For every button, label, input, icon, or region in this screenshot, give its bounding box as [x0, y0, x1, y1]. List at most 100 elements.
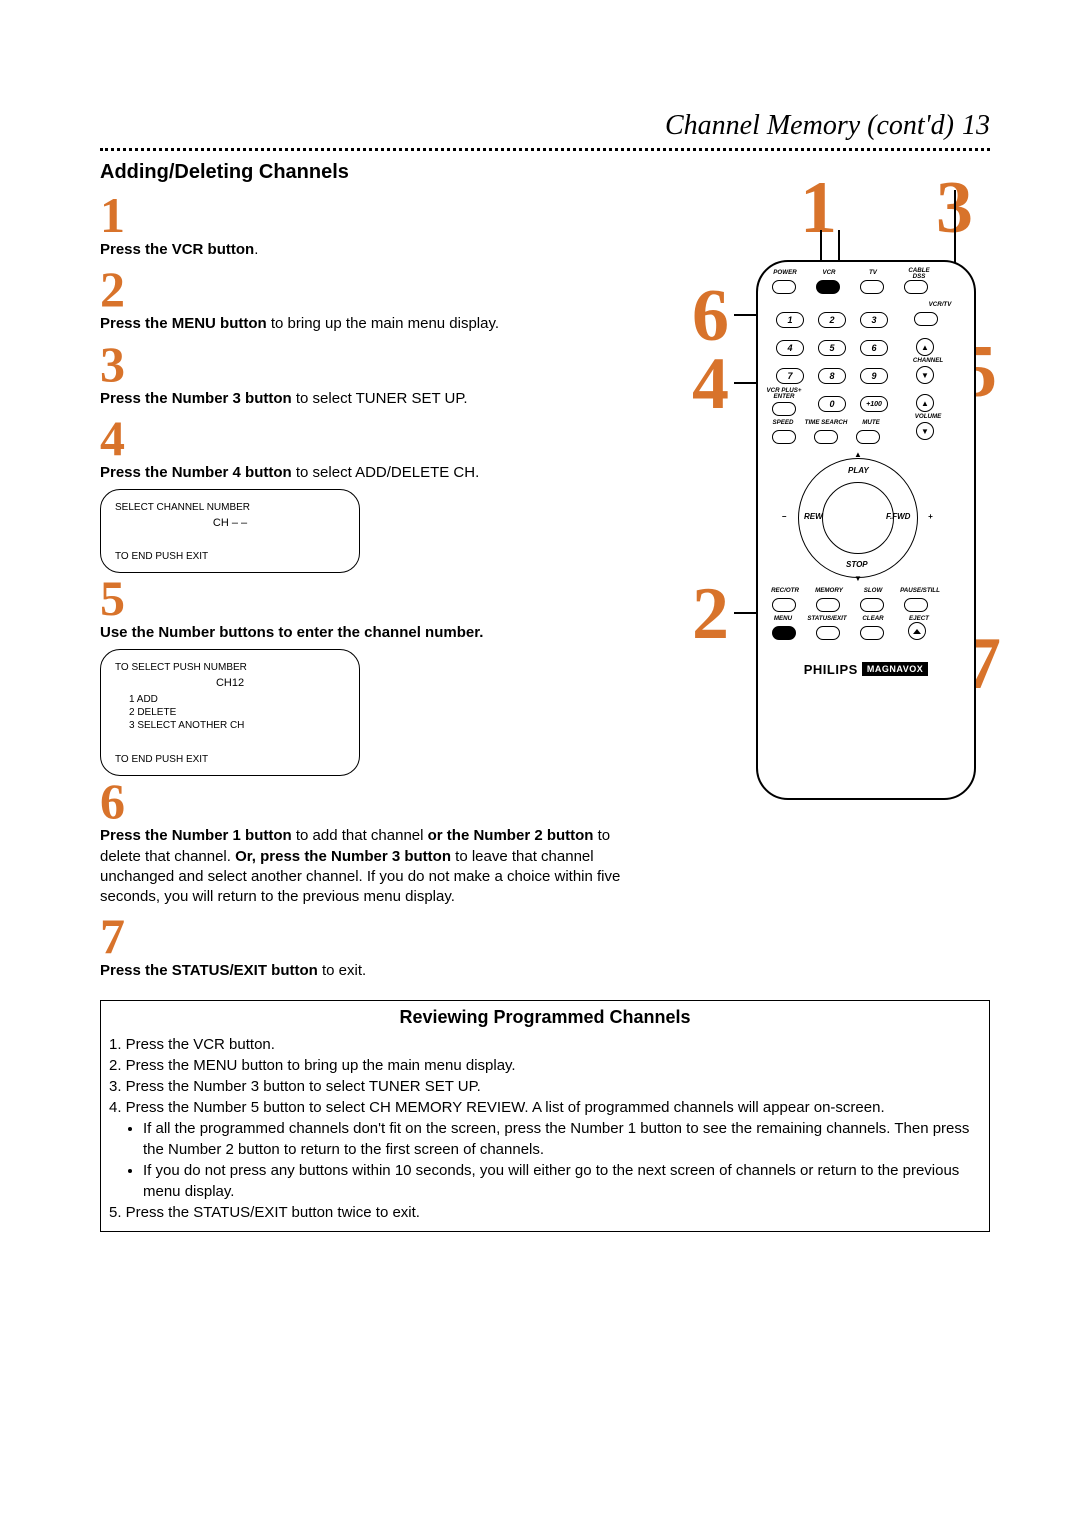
label-rec: REC/OTR — [768, 588, 802, 594]
num-4-button[interactable]: 4 — [776, 340, 804, 356]
label-enter: VCR PLUS+ ENTER — [764, 388, 804, 400]
page-title: Channel Memory (cont'd) — [665, 110, 954, 142]
num-3-button[interactable]: 3 — [860, 312, 888, 328]
osd-line: TO SELECT PUSH NUMBER — [115, 662, 345, 673]
eject-icon — [913, 629, 921, 634]
num-2-button[interactable]: 2 — [818, 312, 846, 328]
label-ffwd: F.FWD — [886, 512, 910, 521]
label-speed: SPEED — [768, 420, 798, 426]
label-menu: MENU — [768, 616, 798, 622]
callout-4: 4 — [692, 342, 729, 427]
volume-down-button[interactable]: ▼ — [916, 422, 934, 440]
power-button[interactable] — [772, 280, 796, 294]
vcrtv-button[interactable] — [914, 312, 938, 326]
cable-dss-button[interactable] — [904, 280, 928, 294]
num-8-button[interactable]: 8 — [818, 368, 846, 384]
speed-button[interactable] — [772, 430, 796, 444]
step-6-b3: Or, press the Number 3 button — [235, 848, 451, 865]
jog-up-icon: ▲ — [854, 450, 862, 459]
status-exit-button[interactable] — [816, 626, 840, 640]
label-slow: SLOW — [858, 588, 888, 594]
jog-minus: – — [782, 512, 786, 521]
eject-button[interactable] — [908, 622, 926, 640]
menu-button[interactable] — [772, 626, 796, 640]
label-clear: CLEAR — [858, 616, 888, 622]
step-6: 6 Press the Number 1 button to add that … — [100, 776, 650, 907]
step-6-t1: to add that channel — [292, 827, 428, 844]
steps-column: 1 Press the VCR button. 2 Press the MENU… — [100, 190, 660, 986]
brand-philips: PHILIPS — [804, 662, 858, 677]
section-title: Adding/Deleting Channels — [100, 161, 990, 184]
osd-line: SELECT CHANNEL NUMBER — [115, 502, 345, 513]
label-volume: VOLUME — [910, 414, 946, 420]
remote: POWER VCR TV CABLE DSS VCR/TV 1 2 3 4 5 — [756, 260, 976, 800]
volume-up-button[interactable]: ▲ — [916, 394, 934, 412]
review-step: 2. Press the MENU button to bring up the… — [109, 1055, 981, 1076]
num-5-button[interactable]: 5 — [818, 340, 846, 356]
memory-button[interactable] — [816, 598, 840, 612]
num-7-button[interactable]: 7 — [776, 368, 804, 384]
channel-down-button[interactable]: ▼ — [916, 366, 934, 384]
num-9-button[interactable]: 9 — [860, 368, 888, 384]
osd-option: 1 ADD — [129, 693, 345, 706]
rec-button[interactable] — [772, 598, 796, 612]
label-power: POWER — [770, 270, 800, 276]
step-3-bold: Press the Number 3 button — [100, 390, 292, 407]
label-vcrtv: VCR/TV — [922, 302, 958, 308]
step-3-rest: to select TUNER SET UP. — [292, 390, 468, 407]
label-timesearch: TIME SEARCH — [804, 420, 848, 426]
jog-down-icon: ▼ — [854, 574, 862, 583]
page-header: Channel Memory (cont'd) 13 — [100, 110, 990, 142]
slow-button[interactable] — [860, 598, 884, 612]
osd-select-channel: SELECT CHANNEL NUMBER CH – – TO END PUSH… — [100, 489, 360, 573]
label-rew: REW — [804, 512, 823, 521]
osd-line: CH12 — [115, 677, 345, 689]
step-1: 1 Press the VCR button. — [100, 190, 650, 260]
step-1-rest: . — [254, 241, 258, 258]
label-stop: STOP — [846, 560, 868, 569]
step-6-b1: Press the Number 1 button — [100, 827, 292, 844]
enter-button[interactable] — [772, 402, 796, 416]
step-4-rest: to select ADD/DELETE CH. — [292, 464, 480, 481]
label-pause: PAUSE/STILL — [898, 588, 942, 594]
label-tv: TV — [858, 270, 888, 276]
review-step: 4. Press the Number 5 button to select C… — [109, 1097, 981, 1118]
step-2-bold: Press the MENU button — [100, 315, 267, 332]
brand-magnavox: MAGNAVOX — [862, 662, 928, 676]
jog-inner-ring[interactable] — [822, 482, 894, 554]
vcr-button[interactable] — [816, 280, 840, 294]
step-7: 7 Press the STATUS/EXIT button to exit. — [100, 911, 650, 981]
osd-line: CH – – — [115, 517, 345, 529]
label-memory: MEMORY — [812, 588, 846, 594]
mute-button[interactable] — [856, 430, 880, 444]
label-channel: CHANNEL — [910, 358, 946, 364]
step-1-bold: Press the VCR button — [100, 241, 254, 258]
osd-option: 2 DELETE — [129, 706, 345, 719]
tv-button[interactable] — [860, 280, 884, 294]
step-4-bold: Press the Number 4 button — [100, 464, 292, 481]
label-play: PLAY — [848, 466, 869, 475]
pause-button[interactable] — [904, 598, 928, 612]
brand-row: PHILIPS MAGNAVOX — [764, 662, 968, 677]
num-0-button[interactable]: 0 — [818, 396, 846, 412]
timesearch-button[interactable] — [814, 430, 838, 444]
review-bullet: If all the programmed channels don't fit… — [143, 1118, 981, 1160]
step-number: 4 — [100, 413, 650, 463]
review-step: 5. Press the STATUS/EXIT button twice to… — [109, 1202, 981, 1223]
step-4: 4 Press the Number 4 button to select AD… — [100, 413, 650, 483]
num-1-button[interactable]: 1 — [776, 312, 804, 328]
clear-button[interactable] — [860, 626, 884, 640]
osd-line: TO END PUSH EXIT — [115, 754, 345, 765]
page-number: 13 — [962, 110, 990, 142]
num-6-button[interactable]: 6 — [860, 340, 888, 356]
osd-option: 3 SELECT ANOTHER CH — [129, 719, 345, 732]
channel-up-button[interactable]: ▲ — [916, 338, 934, 356]
step-number: 7 — [100, 911, 650, 961]
step-number: 1 — [100, 190, 650, 240]
step-number: 5 — [100, 573, 650, 623]
num-100-button[interactable]: +100 — [860, 396, 888, 412]
step-2-rest: to bring up the main menu display. — [267, 315, 499, 332]
step-number: 2 — [100, 264, 650, 314]
step-7-bold: Press the STATUS/EXIT button — [100, 962, 318, 979]
step-5-bold: Use the Number buttons to enter the chan… — [100, 624, 483, 641]
